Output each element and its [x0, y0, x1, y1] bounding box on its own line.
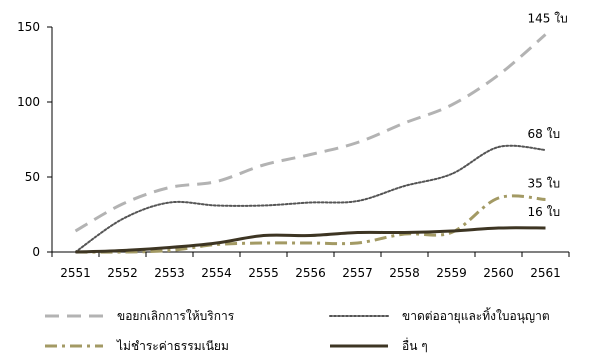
legend-label-0: ขอยกเลิกการให้บริการ	[117, 309, 235, 323]
x-tick-label: 2560	[483, 266, 514, 280]
end-labels: 145 ใบ 68 ใบ 35 ใบ 16 ใบ	[528, 12, 568, 220]
x-tick-label: 2558	[389, 266, 420, 280]
y-tick-label: 0	[32, 245, 40, 259]
x-tick-label: 2554	[201, 266, 232, 280]
series-end-label-3: 16 ใบ	[528, 205, 561, 219]
legend-label-3: อื่น ๆ	[402, 337, 428, 353]
y-tick-label: 150	[17, 20, 40, 34]
y-tick-label: 50	[25, 170, 40, 184]
y-tick-label: 100	[17, 95, 40, 109]
x-tick-label: 2552	[107, 266, 138, 280]
x-tick-label: 2559	[436, 266, 467, 280]
series-end-label-0: 145 ใบ	[528, 12, 568, 26]
x-tick-label: 2557	[342, 266, 373, 280]
axes: 0 50 100 150 2551 2552 2553 2554 2555 2556 2557 255…	[17, 20, 570, 280]
series-line-1	[74, 144, 547, 253]
x-tick-label: 2551	[60, 266, 91, 280]
x-tick-label: 2553	[154, 266, 185, 280]
series-end-label-1: 68 ใบ	[528, 127, 561, 141]
x-tick-label: 2561	[530, 266, 561, 280]
x-tick-label: 2556	[295, 266, 326, 280]
series-lines	[74, 33, 547, 254]
series-line-2	[75, 194, 546, 254]
legend-label-1: ขาดต่ออายุและทิ้งใบอนุญาต	[402, 307, 550, 324]
legend-label-2: ไม่ชำระค่าธรรมเนียม	[116, 339, 229, 353]
x-tick-label: 2555	[248, 266, 279, 280]
series-line-3	[75, 226, 546, 254]
series-end-label-2: 35 ใบ	[528, 177, 561, 191]
legend: ขอยกเลิกการให้บริการ ขาดต่ออายุและทิ้งใบอ…	[45, 307, 550, 353]
series-line-0	[74, 33, 547, 233]
